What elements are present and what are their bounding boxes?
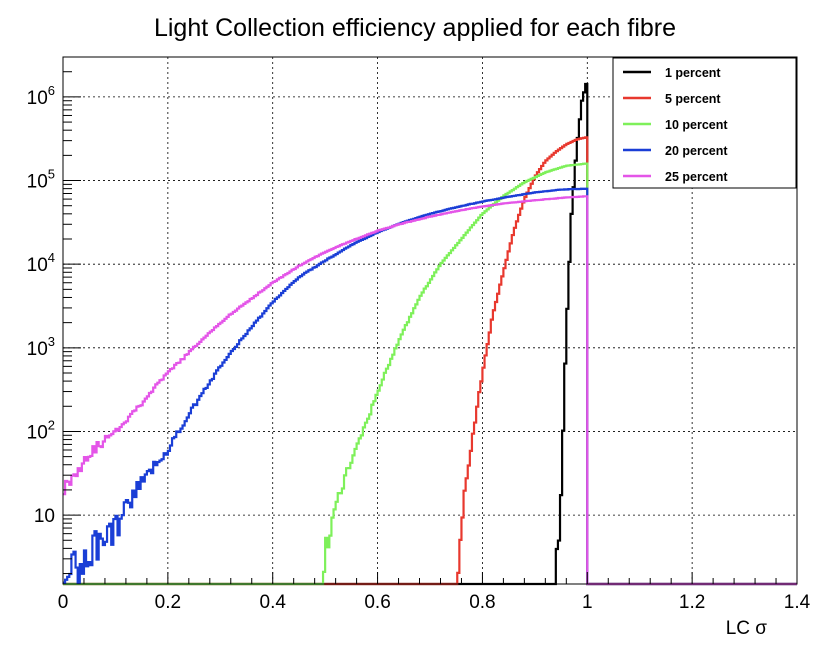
x-tick-label: 1.2 — [679, 592, 705, 613]
legend-label: 10 percent — [665, 118, 728, 132]
y-tick-label: 104 — [27, 250, 55, 276]
series-line-2 — [63, 136, 797, 586]
tick-labels: 0 0.2 0.4 0.6 0.8 1 1.2 1.4 10 102 103 104 105 106 — [27, 83, 811, 613]
legend-label: 1 percent — [665, 66, 721, 80]
x-tick-label: 0 — [58, 592, 69, 613]
series-line-4 — [63, 187, 797, 586]
series-line-5 — [63, 195, 797, 586]
legend-label: 25 percent — [665, 170, 728, 184]
chart-title: Light Collection efficiency applied for … — [153, 14, 677, 42]
x-tick-label: 0.2 — [155, 592, 181, 613]
x-tick-label: 1.4 — [784, 592, 811, 613]
x-tick-label: 0.6 — [364, 592, 390, 613]
x-tick-label: 0.8 — [469, 592, 495, 613]
legend-label: 20 percent — [665, 144, 728, 158]
axis-ticks — [62, 56, 798, 584]
y-tick-label: 103 — [27, 334, 55, 360]
series-line-3 — [63, 162, 797, 586]
x-axis-title: LC σ — [726, 618, 768, 639]
plot-frame — [62, 56, 798, 585]
y-tick-label: 10 — [34, 506, 55, 527]
x-tick-label: 1 — [582, 592, 593, 613]
y-tick-label: 102 — [27, 417, 55, 443]
legend: 1 percent 5 percent 10 percent 20 percent 25… — [612, 57, 797, 189]
y-tick-label: 106 — [27, 83, 55, 109]
legend-label: 5 percent — [665, 92, 721, 106]
x-tick-label: 0.4 — [260, 592, 287, 613]
y-tick-label: 105 — [27, 167, 55, 193]
